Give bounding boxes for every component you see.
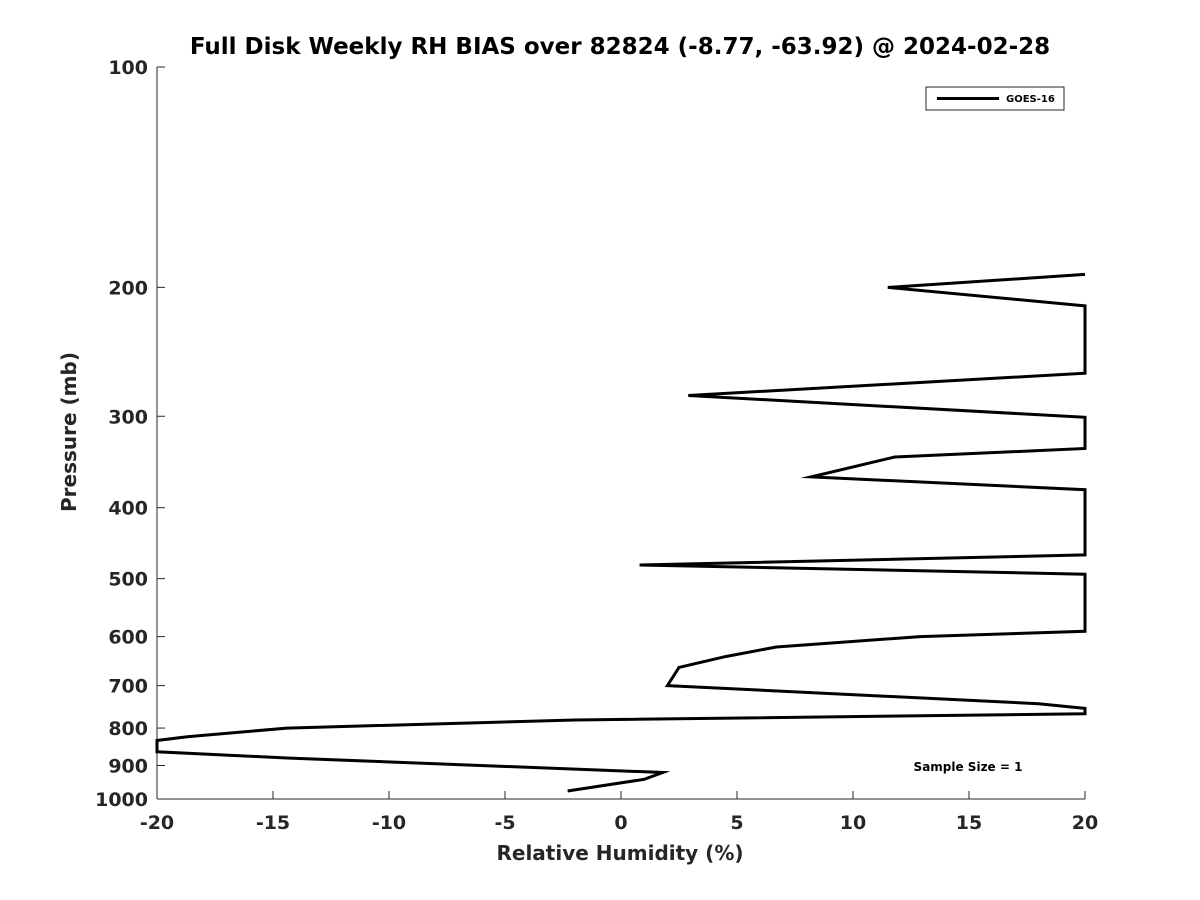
y-tick-label: 1000 bbox=[95, 789, 148, 811]
x-tick-label: -10 bbox=[372, 812, 406, 834]
y-tick-label: 300 bbox=[108, 406, 148, 428]
x-axis-label: Relative Humidity (%) bbox=[496, 841, 743, 865]
x-tick-label: -5 bbox=[494, 812, 515, 834]
series-group bbox=[155, 272, 1087, 793]
chart-title: Full Disk Weekly RH BIAS over 82824 (-8.… bbox=[190, 34, 1050, 60]
y-tick-label: 700 bbox=[108, 676, 148, 698]
y-tick-label: 800 bbox=[108, 718, 148, 740]
x-tick-label: 20 bbox=[1072, 812, 1098, 834]
x-axis: -20 -15 -10 -5 0 5 10 15 20 bbox=[140, 791, 1098, 834]
legend-label: GOES-16 bbox=[1006, 94, 1055, 105]
x-tick-label: 10 bbox=[840, 812, 866, 834]
x-tick-label: 0 bbox=[614, 812, 627, 834]
y-tick-label: 600 bbox=[108, 627, 148, 649]
y-tick-label: 100 bbox=[108, 57, 148, 79]
legend: GOES-16 bbox=[925, 86, 1065, 111]
x-tick-label: -20 bbox=[140, 812, 174, 834]
y-axis: 100 200 300 400 500 600 700 800 900 1000 bbox=[95, 57, 165, 811]
y-tick-label: 400 bbox=[108, 498, 148, 520]
x-tick-label: 5 bbox=[730, 812, 743, 834]
y-tick-label: 200 bbox=[108, 277, 148, 299]
y-axis-label: Pressure (mb) bbox=[57, 352, 81, 512]
sample-size-annotation: Sample Size = 1 bbox=[914, 760, 1023, 774]
x-tick-label: 15 bbox=[956, 812, 982, 834]
y-tick-label: 500 bbox=[108, 569, 148, 591]
plot-area bbox=[157, 67, 1085, 799]
x-tick-label: -15 bbox=[256, 812, 290, 834]
series-0 bbox=[155, 272, 1087, 793]
y-tick-label: 900 bbox=[108, 756, 148, 778]
